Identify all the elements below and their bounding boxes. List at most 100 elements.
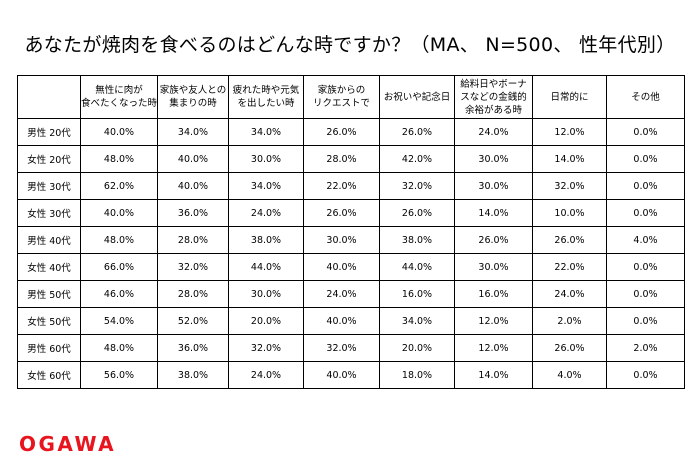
value-cell: 26.0% bbox=[303, 118, 380, 146]
value-cell: 26.0% bbox=[379, 199, 455, 227]
value-cell: 26.0% bbox=[303, 199, 380, 227]
value-cell: 0.0% bbox=[606, 145, 685, 173]
value-cell: 18.0% bbox=[379, 361, 455, 389]
value-cell: 26.0% bbox=[454, 226, 533, 254]
table-row: 女性 40代 66.0% 32.0% 44.0% 40.0% 44.0% 30.0% 22.0… bbox=[17, 253, 685, 281]
value-cell: 2.0% bbox=[606, 334, 685, 362]
value-cell: 30.0% bbox=[228, 145, 304, 173]
table-row: 男性 40代 48.0% 28.0% 38.0% 30.0% 38.0% 26.0% 26.0… bbox=[17, 226, 685, 254]
value-cell: 30.0% bbox=[228, 280, 304, 308]
table-row: 女性 30代 40.0% 36.0% 24.0% 26.0% 26.0% 14.0% 10.0… bbox=[17, 199, 685, 227]
value-cell: 12.0% bbox=[454, 307, 533, 335]
column-header: 無性に肉が 食べたくなった時 bbox=[80, 75, 158, 119]
value-cell: 30.0% bbox=[454, 172, 533, 200]
row-label: 女性 20代 bbox=[17, 145, 81, 173]
value-cell: 40.0% bbox=[303, 253, 380, 281]
column-header: 疲れた時や元気 を出したい時 bbox=[228, 75, 304, 119]
value-cell: 46.0% bbox=[80, 280, 158, 308]
table-row: 女性 20代 48.0% 40.0% 30.0% 28.0% 42.0% 30.0% 14.0… bbox=[17, 145, 685, 173]
value-cell: 48.0% bbox=[80, 334, 158, 362]
value-cell: 20.0% bbox=[379, 334, 455, 362]
column-header: 日常的に bbox=[532, 75, 607, 119]
chart-title: あなたが焼肉を食べるのはどんな時ですか？（MA、 N=500、 性年代別） bbox=[24, 34, 676, 56]
value-cell: 36.0% bbox=[157, 199, 229, 227]
value-cell: 36.0% bbox=[157, 334, 229, 362]
value-cell: 14.0% bbox=[532, 145, 607, 173]
value-cell: 40.0% bbox=[303, 307, 380, 335]
value-cell: 26.0% bbox=[379, 118, 455, 146]
table-row: 女性 50代 54.0% 52.0% 20.0% 40.0% 34.0% 12.0% 2.0%… bbox=[17, 307, 685, 335]
ogawa-logo: OGAWA bbox=[19, 432, 117, 456]
row-label: 女性 40代 bbox=[17, 253, 81, 281]
value-cell: 22.0% bbox=[303, 172, 380, 200]
value-cell: 40.0% bbox=[80, 199, 158, 227]
value-cell: 26.0% bbox=[532, 226, 607, 254]
value-cell: 28.0% bbox=[157, 280, 229, 308]
column-header: 家族や友人との 集まりの時 bbox=[157, 75, 229, 119]
table-row: 男性 50代 46.0% 28.0% 30.0% 24.0% 16.0% 16.0% 24.0… bbox=[17, 280, 685, 308]
value-cell: 26.0% bbox=[532, 334, 607, 362]
value-cell: 14.0% bbox=[454, 361, 533, 389]
value-cell: 40.0% bbox=[157, 172, 229, 200]
value-cell: 16.0% bbox=[454, 280, 533, 308]
table-row: 男性 30代 62.0% 40.0% 34.0% 22.0% 32.0% 30.0% 32.0… bbox=[17, 172, 685, 200]
value-cell: 34.0% bbox=[379, 307, 455, 335]
value-cell: 32.0% bbox=[157, 253, 229, 281]
row-label: 女性 60代 bbox=[17, 361, 81, 389]
value-cell: 0.0% bbox=[606, 361, 685, 389]
value-cell: 48.0% bbox=[80, 145, 158, 173]
value-cell: 14.0% bbox=[454, 199, 533, 227]
value-cell: 62.0% bbox=[80, 172, 158, 200]
value-cell: 0.0% bbox=[606, 118, 685, 146]
value-cell: 44.0% bbox=[228, 253, 304, 281]
column-header: お祝いや記念日 bbox=[379, 75, 455, 119]
row-label: 男性 30代 bbox=[17, 172, 81, 200]
value-cell: 30.0% bbox=[454, 253, 533, 281]
value-cell: 48.0% bbox=[80, 226, 158, 254]
value-cell: 24.0% bbox=[303, 280, 380, 308]
value-cell: 40.0% bbox=[157, 145, 229, 173]
value-cell: 28.0% bbox=[303, 145, 380, 173]
table-header-row: 無性に肉が 食べたくなった時 家族や友人との 集まりの時 疲れた時や元気 を出したい… bbox=[17, 75, 685, 119]
value-cell: 24.0% bbox=[228, 361, 304, 389]
value-cell: 30.0% bbox=[454, 145, 533, 173]
value-cell: 22.0% bbox=[532, 253, 607, 281]
value-cell: 34.0% bbox=[157, 118, 229, 146]
table-row: 女性 60代 56.0% 38.0% 24.0% 40.0% 18.0% 14.0% 4.0%… bbox=[17, 361, 685, 389]
value-cell: 12.0% bbox=[454, 334, 533, 362]
value-cell: 42.0% bbox=[379, 145, 455, 173]
value-cell: 52.0% bbox=[157, 307, 229, 335]
value-cell: 10.0% bbox=[532, 199, 607, 227]
value-cell: 40.0% bbox=[303, 361, 380, 389]
table-row: 男性 60代 48.0% 36.0% 32.0% 32.0% 20.0% 12.0% 26.0… bbox=[17, 334, 685, 362]
value-cell: 0.0% bbox=[606, 307, 685, 335]
value-cell: 54.0% bbox=[80, 307, 158, 335]
value-cell: 40.0% bbox=[80, 118, 158, 146]
row-label: 男性 20代 bbox=[17, 118, 81, 146]
value-cell: 12.0% bbox=[532, 118, 607, 146]
value-cell: 30.0% bbox=[303, 226, 380, 254]
value-cell: 56.0% bbox=[80, 361, 158, 389]
value-cell: 24.0% bbox=[532, 280, 607, 308]
value-cell: 24.0% bbox=[228, 199, 304, 227]
value-cell: 66.0% bbox=[80, 253, 158, 281]
value-cell: 34.0% bbox=[228, 172, 304, 200]
value-cell: 44.0% bbox=[379, 253, 455, 281]
column-header: 給料日やボーナ スなどの金銭的 余裕がある時 bbox=[454, 75, 533, 119]
value-cell: 4.0% bbox=[532, 361, 607, 389]
value-cell: 0.0% bbox=[606, 280, 685, 308]
value-cell: 38.0% bbox=[157, 361, 229, 389]
value-cell: 34.0% bbox=[228, 118, 304, 146]
row-label: 男性 60代 bbox=[17, 334, 81, 362]
value-cell: 38.0% bbox=[379, 226, 455, 254]
table-body: 男性 20代 40.0% 34.0% 34.0% 26.0% 26.0% 24.0% 12.0… bbox=[17, 118, 685, 389]
value-cell: 0.0% bbox=[606, 253, 685, 281]
data-table: 無性に肉が 食べたくなった時 家族や友人との 集まりの時 疲れた時や元気 を出したい… bbox=[17, 75, 685, 389]
value-cell: 28.0% bbox=[157, 226, 229, 254]
row-label: 男性 50代 bbox=[17, 280, 81, 308]
value-cell: 2.0% bbox=[532, 307, 607, 335]
value-cell: 20.0% bbox=[228, 307, 304, 335]
value-cell: 32.0% bbox=[379, 172, 455, 200]
value-cell: 32.0% bbox=[532, 172, 607, 200]
row-label: 女性 50代 bbox=[17, 307, 81, 335]
